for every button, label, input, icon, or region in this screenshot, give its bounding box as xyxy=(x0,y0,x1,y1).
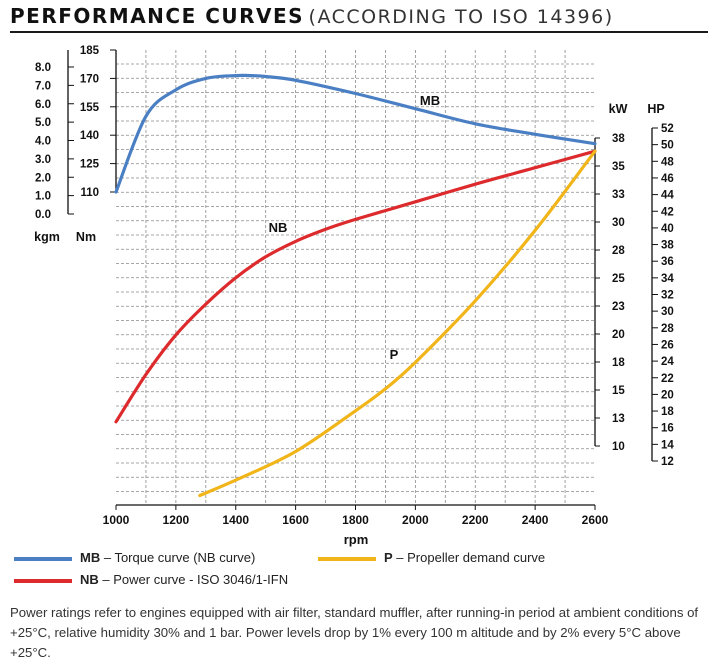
kw-tick-label: 13 xyxy=(612,413,625,425)
chart-title: PERFORMANCE CURVES xyxy=(10,4,305,28)
kw-tick-label: 10 xyxy=(612,441,625,453)
kw-axis-label: kW xyxy=(609,102,628,116)
legend-item-nb: NB – Power curve - ISO 3046/1-IFN xyxy=(14,572,344,590)
kgm-tick-label: 3.0 xyxy=(35,154,51,166)
x-axis-label: rpm xyxy=(344,532,369,547)
legend-text-p: – Propeller demand curve xyxy=(396,550,546,565)
series-line-p xyxy=(198,149,597,498)
kgm-tick-label: 0.0 xyxy=(35,209,51,221)
nm-tick-label: 155 xyxy=(80,102,100,114)
kw-tick-label: 15 xyxy=(612,385,625,397)
kw-tick-label: 35 xyxy=(612,161,625,173)
hp-tick-label: 52 xyxy=(661,123,674,135)
hp-tick-label: 46 xyxy=(661,173,674,185)
hp-tick-label: 28 xyxy=(661,323,674,335)
kw-tick-label: 20 xyxy=(612,329,625,341)
kgm-tick-label: 5.0 xyxy=(35,117,51,129)
chart-subtitle: (ACCORDING TO ISO 14396) xyxy=(308,6,614,28)
nm-tick-label: 185 xyxy=(80,45,100,57)
hp-tick-label: 24 xyxy=(661,356,674,368)
hp-tick-label: 50 xyxy=(661,140,674,152)
x-tick-label: 1800 xyxy=(342,513,369,527)
legend-key-mb: MB xyxy=(80,550,101,565)
nm-tick-label: 170 xyxy=(80,73,99,85)
kgm-tick-label: 1.0 xyxy=(35,191,51,203)
chart-title-block: PERFORMANCE CURVES (ACCORDING TO ISO 143… xyxy=(10,4,614,28)
kgm-tick-label: 2.0 xyxy=(35,172,51,184)
x-tick-label: 2000 xyxy=(402,513,429,527)
legend-item-p: P – Propeller demand curve xyxy=(318,550,618,568)
footnote: Power ratings refer to engines equipped … xyxy=(10,605,699,660)
hp-tick-label: 40 xyxy=(661,223,674,235)
hp-tick-label: 42 xyxy=(661,206,674,218)
legend-swatch-nb xyxy=(14,579,72,583)
kgm-axis-label: kgm xyxy=(34,230,60,244)
series-line-mb xyxy=(114,73,597,194)
title-rule xyxy=(10,31,708,33)
curves xyxy=(114,73,597,498)
hp-tick-label: 14 xyxy=(661,439,674,451)
curve-label-p: P xyxy=(390,347,399,362)
legend-text-nb: – Power curve - ISO 3046/1-IFN xyxy=(102,572,289,587)
x-tick-label: 1600 xyxy=(282,513,309,527)
nm-tick-label: 125 xyxy=(80,159,100,171)
hp-tick-label: 38 xyxy=(661,240,674,252)
hp-axis-label: HP xyxy=(647,102,664,116)
x-tick-label: 2200 xyxy=(462,513,489,527)
nm-axis-label: Nm xyxy=(76,230,96,244)
x-tick-label: 2600 xyxy=(582,513,609,527)
hp-tick-label: 16 xyxy=(661,423,674,435)
legend-key-p: P xyxy=(384,550,393,565)
kw-tick-label: 33 xyxy=(612,189,625,201)
kw-tick-label: 25 xyxy=(612,273,625,285)
kw-tick-label: 18 xyxy=(612,357,625,369)
hp-tick-label: 20 xyxy=(661,389,674,401)
curve-label-mb: MB xyxy=(420,93,440,108)
kw-tick-label: 30 xyxy=(612,217,625,229)
legend-text-mb: – Torque curve (NB curve) xyxy=(103,550,256,565)
x-tick-label: 1200 xyxy=(163,513,190,527)
hp-tick-label: 32 xyxy=(661,290,674,302)
x-tick-label: 1000 xyxy=(103,513,130,527)
curve-label-nb: NB xyxy=(269,220,288,235)
axes xyxy=(67,49,658,510)
kgm-tick-label: 4.0 xyxy=(35,136,51,148)
nm-tick-label: 140 xyxy=(80,130,99,142)
x-tick-label: 2400 xyxy=(522,513,549,527)
kw-tick-label: 28 xyxy=(612,245,625,257)
hp-tick-label: 22 xyxy=(661,373,674,385)
hp-tick-label: 12 xyxy=(661,456,674,468)
x-tick-label: 1400 xyxy=(222,513,249,527)
series-line-nb xyxy=(114,149,597,424)
labels: 1000 1200 1400 1600 1800 2000 2200 2400 2600 rpm 8… xyxy=(34,45,674,547)
hp-tick-label: 44 xyxy=(661,190,674,202)
legend-item-mb: MB – Torque curve (NB curve) xyxy=(14,550,344,568)
kgm-tick-label: 7.0 xyxy=(35,80,51,92)
hp-tick-label: 36 xyxy=(661,256,674,268)
kgm-tick-label: 8.0 xyxy=(35,62,51,74)
legend-swatch-mb xyxy=(14,557,72,561)
kw-tick-label: 23 xyxy=(612,301,625,313)
kgm-tick-label: 6.0 xyxy=(35,99,51,111)
performance-chart: 1000 1200 1400 1600 1800 2000 2200 2400 2600 rpm 8… xyxy=(34,45,674,547)
legend-swatch-p xyxy=(318,557,376,561)
hp-tick-label: 18 xyxy=(661,406,674,418)
hp-tick-label: 26 xyxy=(661,339,674,351)
hp-tick-label: 48 xyxy=(661,156,674,168)
legend-key-nb: NB xyxy=(80,572,99,587)
nm-tick-label: 110 xyxy=(80,187,99,199)
hp-tick-label: 30 xyxy=(661,306,674,318)
kw-tick-label: 38 xyxy=(612,133,625,145)
grid xyxy=(116,50,595,505)
hp-tick-label: 34 xyxy=(661,273,674,285)
